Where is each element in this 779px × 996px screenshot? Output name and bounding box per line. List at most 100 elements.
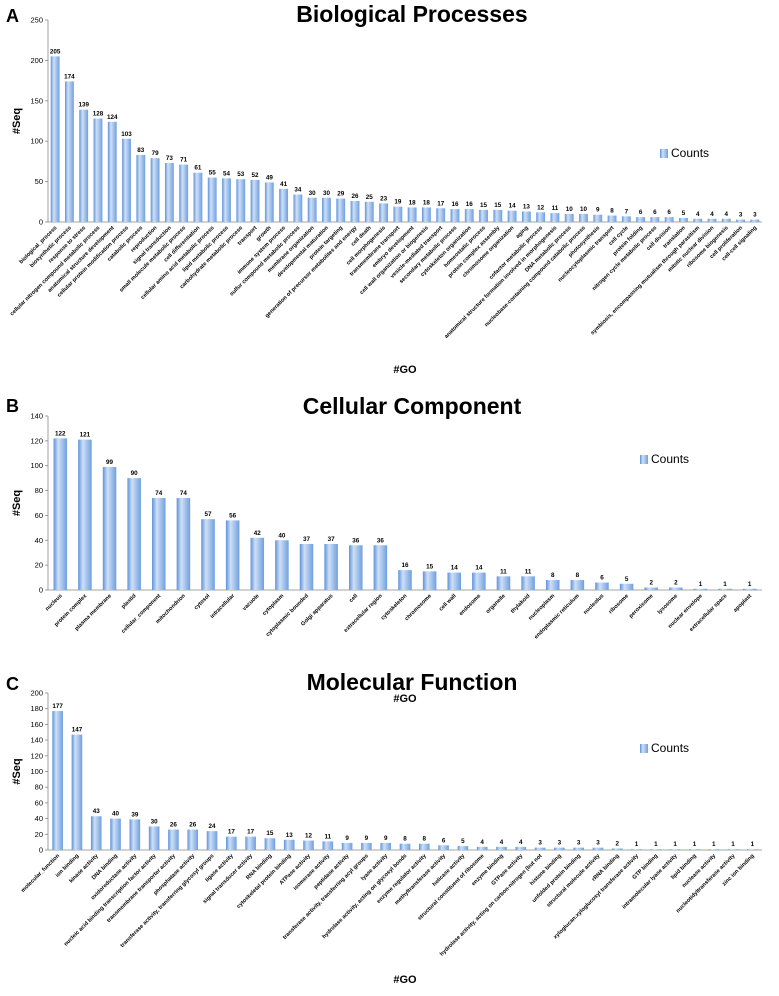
data-label: 4 xyxy=(500,839,504,846)
data-label: 43 xyxy=(93,808,101,815)
data-label: 71 xyxy=(180,157,188,164)
bar xyxy=(226,836,237,850)
data-label: 36 xyxy=(377,537,385,544)
bar xyxy=(201,519,215,590)
bar xyxy=(593,214,603,222)
bar xyxy=(742,588,757,590)
bar xyxy=(393,206,403,222)
bar xyxy=(179,164,189,222)
data-label: 17 xyxy=(247,829,255,836)
chart-panel-b: B Cellular Component020406080100120140#Se… xyxy=(6,393,762,705)
category-label: nucleic acid binding transcription facto… xyxy=(63,853,158,948)
bar xyxy=(464,209,474,222)
data-label: 2 xyxy=(616,840,620,847)
bar xyxy=(64,81,74,223)
legend-swatch xyxy=(640,744,648,753)
data-label: 26 xyxy=(189,822,197,829)
data-label: 49 xyxy=(266,174,274,181)
data-label: 3 xyxy=(739,212,743,219)
legend-swatch xyxy=(640,455,648,464)
bar xyxy=(293,194,303,222)
data-label: 34 xyxy=(294,187,302,194)
data-label: 36 xyxy=(352,537,360,544)
data-label: 17 xyxy=(437,200,445,207)
data-label: 6 xyxy=(667,209,671,216)
category-label: endosome xyxy=(458,593,482,617)
data-label: 61 xyxy=(194,165,202,172)
data-label: 1 xyxy=(693,841,697,848)
y-axis-title: #Seq xyxy=(11,758,23,784)
x-axis-title: #GO xyxy=(393,364,417,376)
bar xyxy=(307,197,317,222)
bar xyxy=(436,208,446,222)
data-label: 53 xyxy=(237,171,245,178)
data-label: 54 xyxy=(223,170,231,177)
bar xyxy=(78,439,92,590)
category-label: nuclease activity xyxy=(681,853,718,890)
y-tick-label: 250 xyxy=(30,16,43,25)
bar xyxy=(52,711,63,850)
bar xyxy=(168,829,179,850)
data-label: 5 xyxy=(461,838,465,845)
data-label: 42 xyxy=(254,530,262,537)
data-label: 25 xyxy=(366,194,374,201)
y-tick-label: 0 xyxy=(39,586,43,595)
data-label: 103 xyxy=(121,131,132,138)
data-label: 8 xyxy=(576,572,580,579)
data-label: 12 xyxy=(537,204,545,211)
bar xyxy=(438,845,449,850)
data-label: 177 xyxy=(52,703,63,710)
category-label: intracellular xyxy=(209,593,236,620)
bar xyxy=(225,520,240,590)
bar xyxy=(336,198,346,222)
bar xyxy=(579,213,588,222)
y-axis-title: #Seq xyxy=(11,108,23,134)
data-label: 1 xyxy=(699,581,703,588)
bar xyxy=(545,580,560,590)
bar xyxy=(636,217,646,222)
bar xyxy=(236,179,246,222)
bar xyxy=(679,217,688,222)
data-label: 26 xyxy=(352,193,360,200)
bar xyxy=(573,847,584,850)
bar xyxy=(122,138,131,222)
bar xyxy=(707,218,717,222)
data-label: 73 xyxy=(166,155,174,162)
data-label: 9 xyxy=(384,835,388,842)
bar xyxy=(322,841,334,850)
legend: Counts xyxy=(640,741,689,755)
bar xyxy=(127,478,141,590)
bar xyxy=(90,816,102,850)
legend-label: Counts xyxy=(671,146,709,160)
bar xyxy=(554,847,565,850)
data-label: 12 xyxy=(305,833,313,840)
bar xyxy=(398,570,412,590)
data-label: 15 xyxy=(426,563,434,570)
data-label: 37 xyxy=(303,536,311,543)
category-label: vacuole xyxy=(242,593,261,612)
data-label: 5 xyxy=(682,210,686,217)
category-label: nucleus xyxy=(45,593,64,612)
data-label: 174 xyxy=(64,73,75,80)
data-label: 121 xyxy=(80,432,91,439)
bar xyxy=(322,197,331,222)
bar xyxy=(164,163,174,222)
data-label: 5 xyxy=(625,576,629,583)
bar xyxy=(592,847,604,850)
bar xyxy=(245,836,256,850)
bar xyxy=(736,219,746,222)
bar xyxy=(193,172,203,222)
bar xyxy=(476,846,488,850)
bar xyxy=(279,188,289,222)
category-label: ribosome xyxy=(608,593,630,615)
bar xyxy=(534,847,546,850)
data-label: 11 xyxy=(525,568,532,575)
bar xyxy=(152,498,166,590)
bar xyxy=(250,537,265,590)
category-label: cell xyxy=(348,593,359,604)
data-label: 26 xyxy=(170,822,178,829)
bar xyxy=(53,438,68,590)
category-label: cell wall xyxy=(438,593,458,613)
y-tick-label: 40 xyxy=(35,814,43,823)
